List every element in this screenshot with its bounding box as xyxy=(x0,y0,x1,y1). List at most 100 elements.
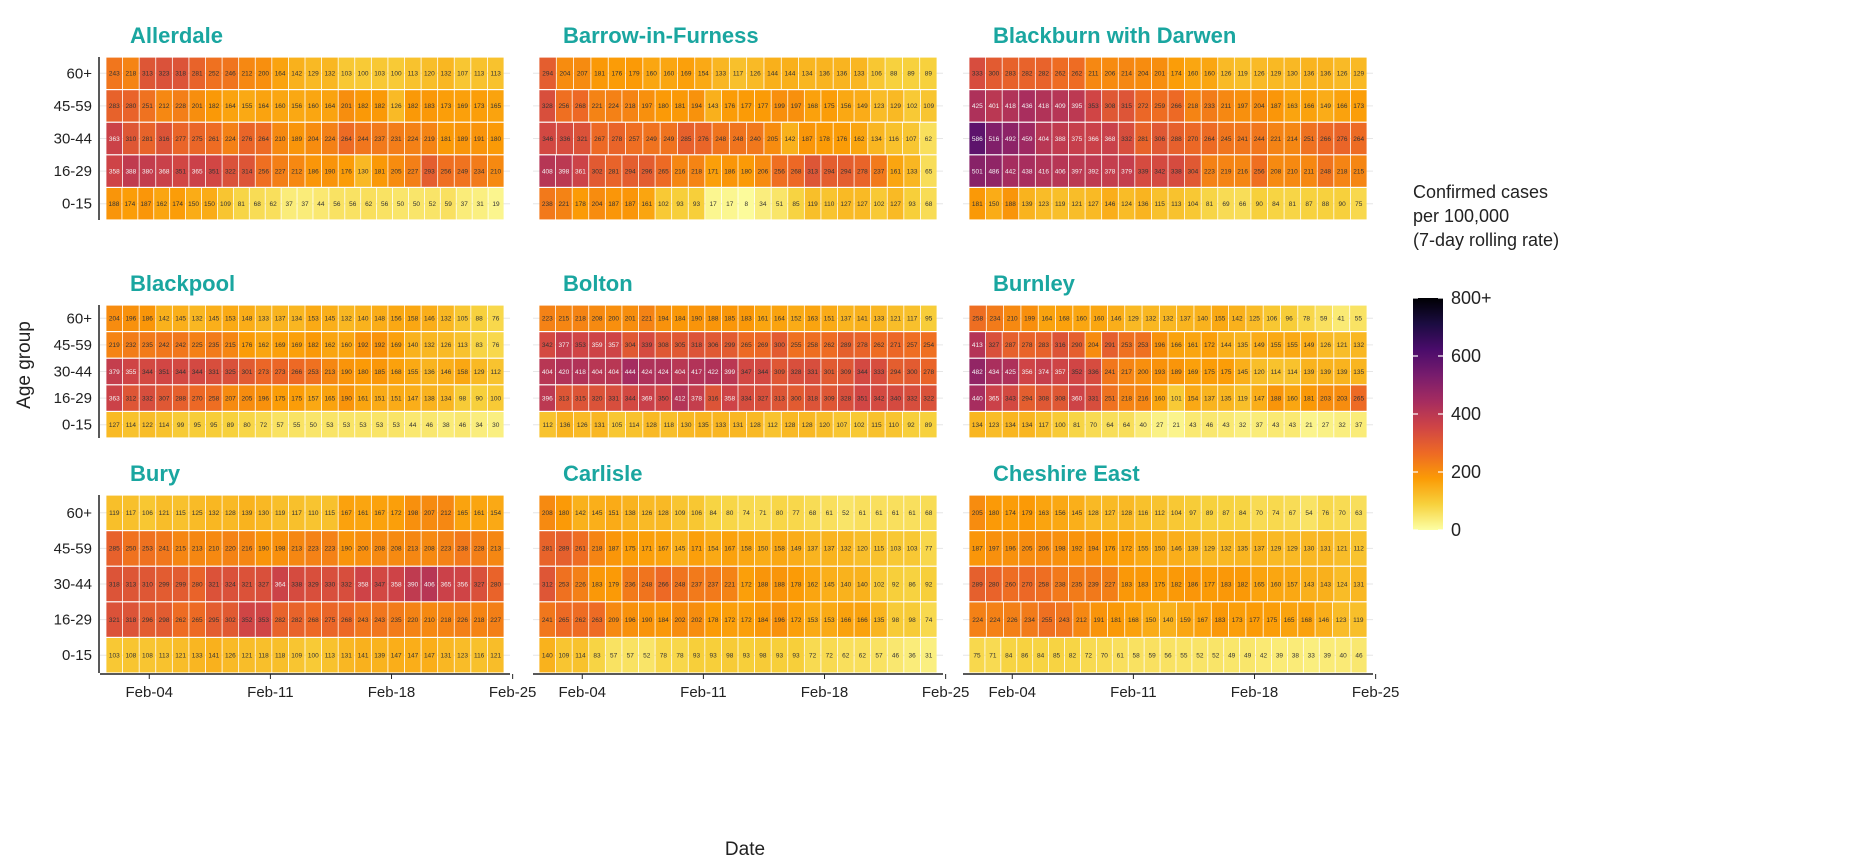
heat-cell xyxy=(816,122,833,155)
cell-value: 126 xyxy=(1221,71,1232,78)
cell-value: 264 xyxy=(1204,136,1215,143)
cell-value: 142 xyxy=(575,510,586,517)
cell-value: 321 xyxy=(109,617,120,624)
cell-value: 204 xyxy=(1088,342,1099,349)
heat-cell xyxy=(850,122,868,155)
cell-value: 183 xyxy=(741,316,752,323)
cell-value: 215 xyxy=(1353,168,1364,175)
heat-cell xyxy=(672,332,688,358)
cell-value: 331 xyxy=(208,369,219,376)
heat-cell xyxy=(1335,638,1351,673)
heat-cell xyxy=(589,566,605,602)
cell-value: 53 xyxy=(326,422,334,429)
heat-cell xyxy=(1284,332,1301,358)
cell-value: 109 xyxy=(675,510,686,517)
heat-cell xyxy=(854,495,871,530)
cell-value: 110 xyxy=(889,422,900,429)
cell-value: 117 xyxy=(126,510,137,517)
heat-cell xyxy=(555,332,572,358)
cell-value: 224 xyxy=(407,136,418,143)
cell-value: 172 xyxy=(724,617,735,624)
cell-value: 172 xyxy=(1204,342,1215,349)
cell-value: 161 xyxy=(474,510,485,517)
cell-value: 179 xyxy=(1022,510,1033,517)
cell-value: 107 xyxy=(906,136,917,143)
heat-cell xyxy=(1201,566,1218,602)
heat-cell xyxy=(288,412,305,438)
cell-value: 344 xyxy=(192,369,203,376)
cell-value: 161 xyxy=(757,316,768,323)
cell-value: 258 xyxy=(208,395,219,402)
cell-value: 133 xyxy=(715,422,726,429)
cell-value: 301 xyxy=(242,369,253,376)
cell-value: 132 xyxy=(208,510,219,517)
heat-cell xyxy=(106,188,122,220)
cell-value: 178 xyxy=(708,617,719,624)
heat-cell xyxy=(321,385,338,411)
heat-cell xyxy=(288,90,305,122)
heat-cell xyxy=(688,305,705,331)
cell-value: 190 xyxy=(641,617,652,624)
heat-cell xyxy=(288,638,305,673)
heat-cell xyxy=(288,305,305,331)
heat-cell xyxy=(421,358,438,385)
cell-value: 216 xyxy=(242,546,253,553)
heat-cell xyxy=(1004,305,1021,331)
cell-value: 93 xyxy=(909,201,917,208)
heat-cell xyxy=(392,188,409,220)
cell-value: 190 xyxy=(324,168,335,175)
cell-value: 114 xyxy=(575,653,586,660)
cell-value: 52 xyxy=(1196,653,1204,660)
heat-cell xyxy=(1035,332,1052,358)
cell-value: 189 xyxy=(457,136,468,143)
heat-cell xyxy=(421,332,438,358)
cell-value: 141 xyxy=(857,316,868,323)
cell-value: 139 xyxy=(1022,201,1033,208)
cell-value: 128 xyxy=(784,422,795,429)
cell-value: 145 xyxy=(824,581,835,588)
heat-cell xyxy=(1035,358,1052,385)
heat-cell xyxy=(854,188,871,220)
heat-cell xyxy=(156,155,172,187)
cell-value: 232 xyxy=(125,342,136,349)
cell-value: 194 xyxy=(691,103,702,110)
cell-value: 119 xyxy=(1353,617,1364,624)
heat-cell xyxy=(454,412,471,438)
heat-cell xyxy=(1317,155,1334,187)
cell-value: 294 xyxy=(542,71,553,78)
heat-cell xyxy=(1301,332,1317,358)
cell-value: 155 xyxy=(1287,342,1298,349)
cell-value: 188 xyxy=(774,581,785,588)
heat-cell xyxy=(172,566,189,602)
cell-value: 363 xyxy=(109,395,120,402)
heat-cell xyxy=(222,122,239,155)
cell-value: 88 xyxy=(1322,201,1330,208)
heat-cell xyxy=(471,90,488,122)
heat-cell xyxy=(754,602,771,637)
heat-cell xyxy=(688,385,705,411)
heat-cell xyxy=(172,155,189,187)
cell-value: 176 xyxy=(611,71,622,78)
cell-value: 482 xyxy=(972,369,983,376)
cell-value: 178 xyxy=(819,136,830,143)
heat-cell xyxy=(355,638,371,673)
heat-cell xyxy=(904,305,921,331)
heat-cell xyxy=(189,57,206,89)
heat-cell xyxy=(1002,495,1019,530)
heat-cell xyxy=(139,602,156,637)
cell-value: 265 xyxy=(658,168,669,175)
heat-cell xyxy=(156,638,172,673)
heat-cell xyxy=(205,566,222,602)
cell-value: 265 xyxy=(558,617,569,624)
cell-value: 150 xyxy=(1145,617,1156,624)
heat-cell xyxy=(222,305,239,331)
heat-cell xyxy=(1035,90,1052,122)
cell-value: 198 xyxy=(275,546,286,553)
heat-cell xyxy=(272,155,289,187)
cell-value: 374 xyxy=(1038,369,1049,376)
cell-value: 262 xyxy=(824,342,835,349)
cell-value: 165 xyxy=(1284,617,1295,624)
cell-value: 136 xyxy=(1138,201,1149,208)
x-axis-title: Date xyxy=(725,839,765,860)
y-tick-label: 0-15 xyxy=(62,196,92,213)
